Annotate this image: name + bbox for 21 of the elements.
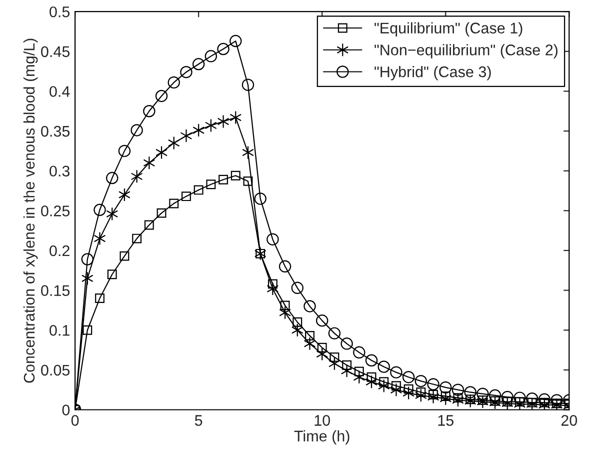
legend-label: "Hybrid" (Case 3) [374, 66, 491, 80]
x-tick-label: 10 [314, 415, 330, 426]
legend-label: "Non−equilibrium" (Case 2) [374, 44, 558, 58]
y-tick-label: 0.35 [41, 126, 70, 137]
y-tick-label: 0.1 [50, 324, 70, 336]
y-tick-label: 0.3 [50, 166, 70, 177]
y-tick-label: 0.25 [41, 206, 70, 216]
y-tick-label: 0.2 [50, 245, 70, 256]
y-tick-label: 0.05 [41, 364, 70, 376]
y-axis-title: Concentration of xylene in the venous blood (mg/L) [23, 38, 38, 383]
x-tick-label: 20 [561, 415, 578, 426]
y-tick-label: 0.5 [50, 6, 70, 18]
y-tick-label: 0.4 [50, 86, 70, 97]
x-axis-title: Time (h) [294, 430, 350, 444]
y-tick-label: 0.15 [41, 285, 70, 296]
x-tick-label: 15 [438, 415, 454, 426]
x-tick-label: 5 [194, 415, 202, 426]
y-tick-label: 0 [62, 404, 70, 416]
legend-label: "Equilibrium" (Case 1) [374, 22, 522, 37]
x-tick-label: 0 [71, 415, 79, 426]
y-tick-label: 0.45 [41, 46, 70, 58]
